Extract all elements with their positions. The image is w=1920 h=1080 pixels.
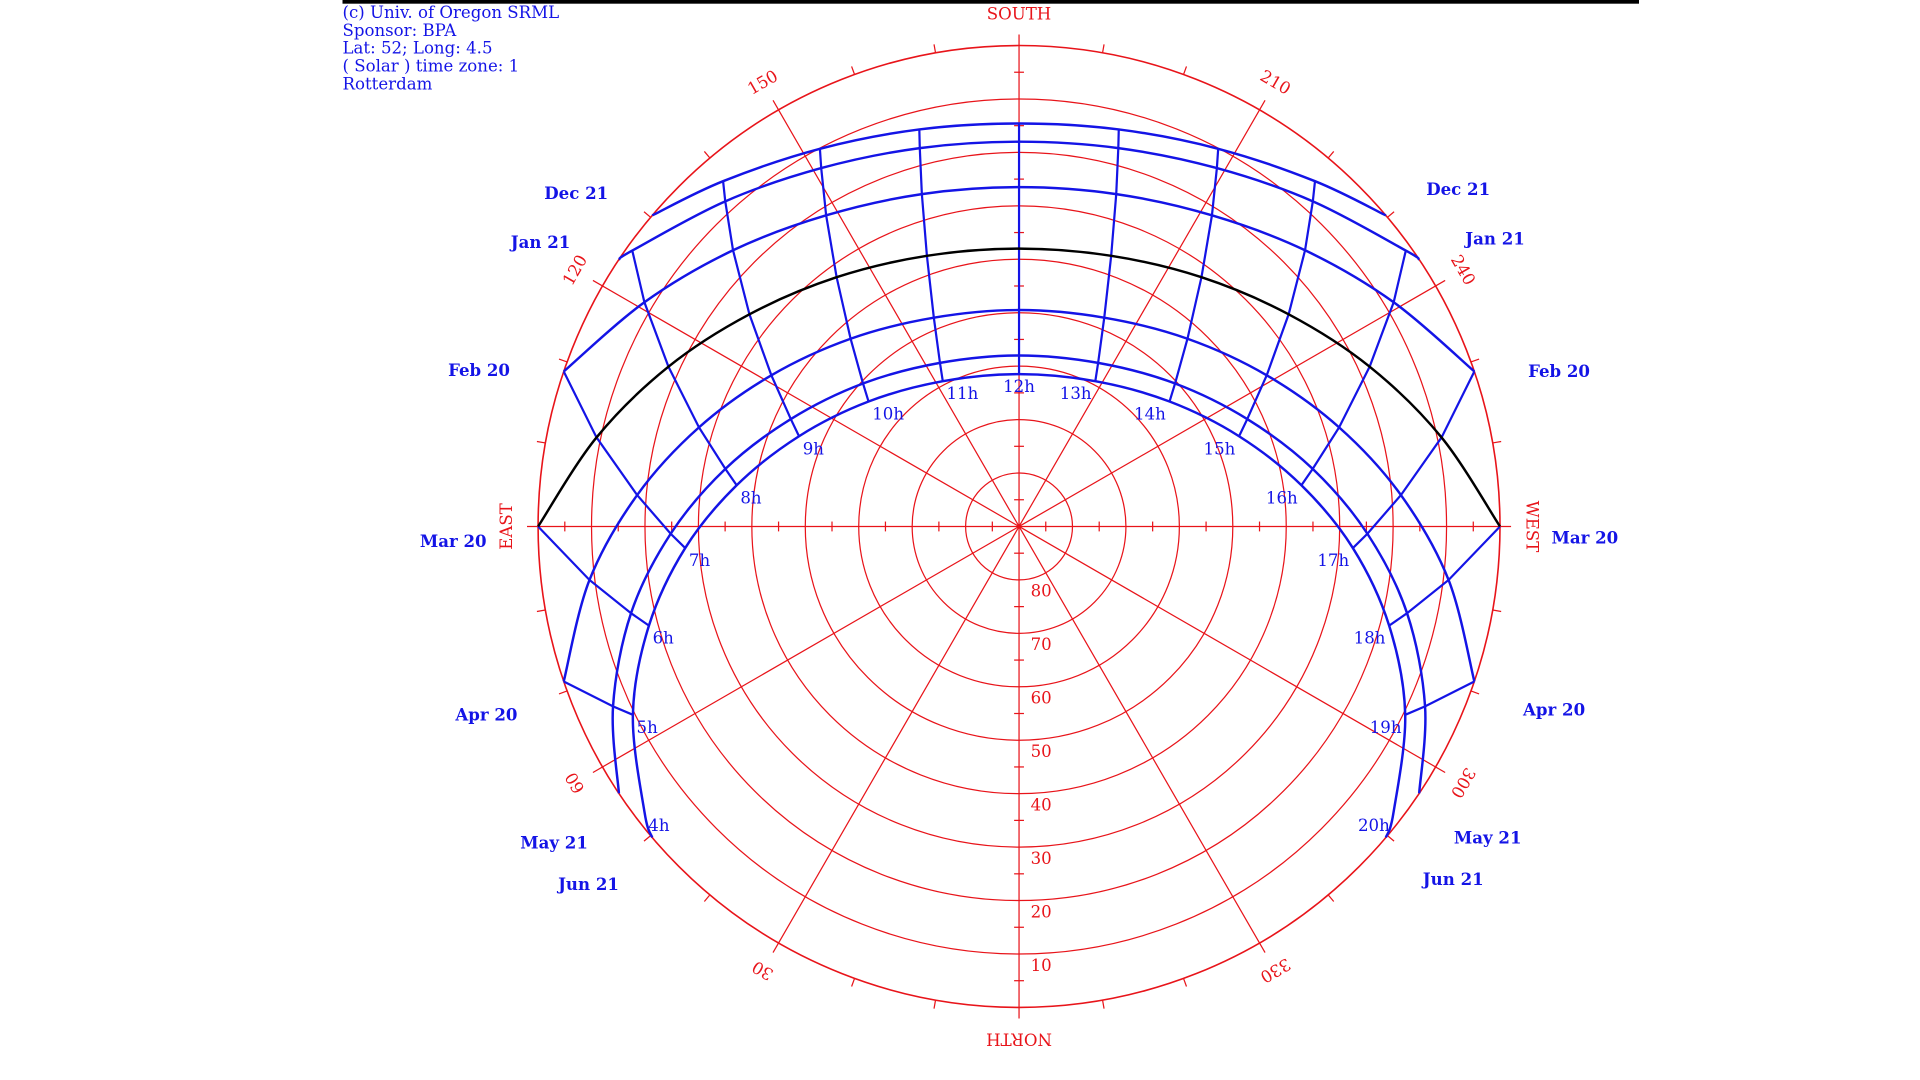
date-label: Jun 21 [556, 874, 619, 894]
hour-label: 9h [803, 439, 825, 458]
date-label: May 21 [520, 832, 588, 852]
date-label: Feb 20 [1528, 361, 1590, 381]
hour-label: 13h [1060, 384, 1092, 403]
hour-label: 4h [648, 816, 670, 835]
azimuth-minor-tick [1387, 211, 1395, 218]
azimuth-minor-tick [703, 151, 711, 159]
azimuth-minor-tick [1101, 44, 1105, 53]
hour-label: 16h [1266, 488, 1298, 507]
hour-line [631, 250, 738, 486]
azimuth-minor-tick [1470, 358, 1480, 363]
azimuth-line [1018, 100, 1266, 527]
hour-line [1388, 525, 1501, 627]
annotation: Lat: 52; Long: 4.5 [343, 39, 493, 58]
hour-label: 19h [1370, 718, 1402, 737]
date-label: Jan 21 [509, 232, 571, 252]
hour-label: 17h [1317, 551, 1349, 570]
sun-path [562, 308, 1476, 682]
date-label: May 21 [1454, 827, 1522, 847]
azimuth-line [1018, 525, 1446, 774]
azimuth-minor-tick [933, 44, 937, 53]
date-label: Jun 21 [1421, 869, 1484, 889]
azimuth-minor-tick [851, 978, 856, 987]
altitude-label: 20 [1031, 902, 1052, 921]
azimuth-minor-tick [643, 835, 652, 842]
date-label: Apr 20 [454, 704, 517, 724]
date-label: Dec 21 [544, 183, 608, 203]
hour-label: 12h [1003, 377, 1035, 396]
azimuth-line [592, 279, 1020, 528]
azimuth-minor-tick [536, 440, 546, 444]
annotation: ( Solar ) time zone: 1 [343, 57, 520, 76]
azimuth-minor-tick [558, 358, 568, 363]
azimuth-minor-tick [1492, 440, 1502, 444]
azimuth-label: NORTH [986, 1030, 1052, 1049]
azimuth-label: SOUTH [987, 4, 1051, 23]
hour-line [537, 525, 650, 627]
altitude-label: 30 [1031, 849, 1052, 868]
altitude-label: 60 [1031, 689, 1052, 708]
hour-label: 6h [653, 629, 675, 648]
sun-path [631, 372, 1407, 838]
azimuth-label: EAST [497, 503, 516, 550]
hour-label: 20h [1358, 816, 1390, 835]
azimuth-minor-tick [1101, 1000, 1105, 1009]
annotation: (c) Univ. of Oregon SRML [343, 3, 560, 22]
date-label: Apr 20 [1522, 699, 1585, 719]
hour-line [1300, 250, 1407, 486]
azimuth-minor-tick [703, 894, 711, 902]
azimuth-minor-tick [1327, 894, 1335, 902]
azimuth-minor-tick [643, 211, 652, 218]
azimuth-line [1018, 279, 1446, 528]
hour-label: 18h [1354, 629, 1386, 648]
top-bar [342, 0, 1639, 4]
azimuth-line [592, 525, 1020, 774]
sun-path [562, 185, 1476, 373]
sun-path [611, 354, 1427, 794]
azimuth-minor-tick [1182, 66, 1188, 75]
altitude-label: 40 [1031, 795, 1052, 814]
altitude-label: 70 [1031, 635, 1052, 654]
azimuth-label: WEST [1522, 501, 1541, 553]
sun-path [618, 140, 1420, 261]
azimuth-minor-tick [1492, 609, 1502, 613]
date-label: Mar 20 [1552, 527, 1619, 547]
sun-path [651, 122, 1387, 217]
annotation: Sponsor: BPA [343, 21, 458, 40]
hour-label: 8h [740, 488, 762, 507]
date-label: Dec 21 [1426, 179, 1490, 199]
azimuth-minor-tick [1470, 690, 1480, 695]
azimuth-line [1018, 526, 1266, 953]
altitude-label: 10 [1031, 956, 1052, 975]
azimuth-line [772, 526, 1020, 953]
hour-label: 15h [1204, 439, 1236, 458]
azimuth-minor-tick [1327, 151, 1335, 159]
hour-label: 5h [637, 718, 659, 737]
date-label: Feb 20 [448, 360, 510, 380]
azimuth-line [772, 100, 1020, 527]
hour-label: 11h [946, 384, 978, 403]
azimuth-minor-tick [933, 1000, 937, 1009]
hour-label: 10h [872, 405, 904, 424]
date-label: Mar 20 [420, 531, 487, 551]
altitude-label: 50 [1031, 742, 1052, 761]
azimuth-minor-tick [558, 690, 568, 695]
azimuth-minor-tick [1387, 835, 1395, 842]
azimuth-minor-tick [536, 609, 546, 613]
annotation: Rotterdam [343, 74, 433, 93]
hour-label: 14h [1134, 405, 1166, 424]
hour-label: 7h [689, 551, 711, 570]
azimuth-minor-tick [1182, 978, 1188, 987]
sun-path [537, 247, 1502, 528]
sun-paths [537, 122, 1502, 838]
date-label: Jan 21 [1463, 228, 1525, 248]
azimuth-minor-tick [851, 66, 856, 75]
altitude-label: 80 [1031, 582, 1052, 601]
